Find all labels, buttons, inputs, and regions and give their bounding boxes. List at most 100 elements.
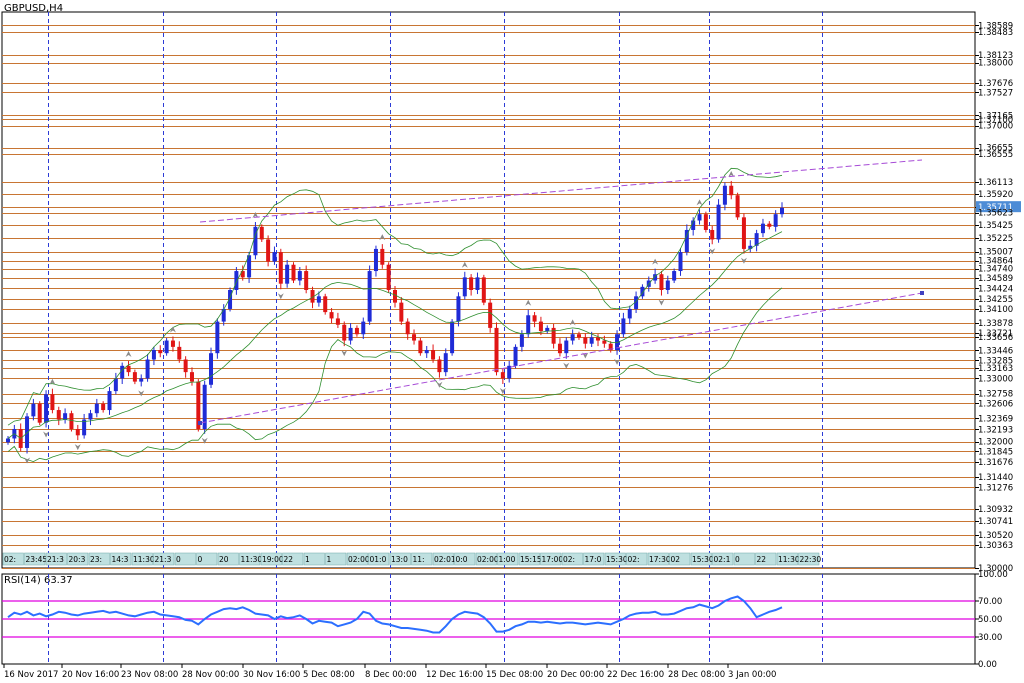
session-box [88, 552, 110, 566]
bear-candle [354, 327, 359, 335]
bear-candle [596, 337, 601, 341]
session-box [217, 552, 239, 566]
session-box [260, 552, 282, 566]
time-label: 3 Jan 00:00 [728, 670, 776, 680]
bull-candle [25, 416, 30, 448]
fractal-down-marker [138, 390, 145, 397]
bull-candle [570, 334, 575, 341]
session-label: 0 [198, 555, 203, 564]
price-label: 1.34255 [978, 295, 1013, 305]
session-box [755, 552, 777, 566]
session-label: 15:15 [520, 555, 542, 564]
fractal-down-marker [436, 381, 443, 388]
time-label: 23 Nov 08:00 [121, 670, 178, 680]
trend-channel [198, 159, 924, 425]
session-box [583, 552, 605, 566]
fractal-down-marker [740, 257, 747, 264]
bull-candle [475, 277, 480, 290]
bear-candle [405, 321, 410, 335]
session-label: 22 [284, 555, 294, 564]
session-box [669, 552, 691, 566]
session-box [647, 552, 669, 566]
bull-candle [272, 252, 277, 262]
price-label: 1.31276 [978, 483, 1013, 493]
bear-candle [56, 410, 61, 420]
bear-candle [393, 290, 397, 303]
session-box [454, 552, 476, 566]
bull-candle [456, 296, 461, 322]
bear-candle [532, 315, 537, 322]
price-label: 1.34100 [978, 305, 1013, 315]
bear-candle [50, 394, 55, 411]
bull-candle [627, 308, 632, 319]
session-label: 22:30 [800, 555, 822, 564]
session-label: 22 [757, 555, 767, 564]
price-label: 1.31676 [978, 458, 1013, 468]
session-box [690, 552, 712, 566]
fractal-down-marker [277, 293, 284, 300]
trend-line-upper [199, 159, 923, 223]
period-separators [48, 12, 823, 664]
bull-candle [94, 403, 99, 414]
price-label: 1.33721 [978, 329, 1013, 339]
session-box [540, 552, 562, 566]
bull-candle [215, 321, 220, 354]
fractal-up-marker [125, 351, 132, 358]
session-box [282, 552, 304, 566]
session-label: 02:01 [434, 555, 456, 564]
bear-candle [342, 324, 347, 341]
bear-candle [399, 302, 404, 322]
session-label: 19:00 [262, 555, 284, 564]
fractals [24, 170, 747, 464]
bear-candle [431, 350, 436, 360]
bull-candle [6, 438, 10, 443]
bull-candle [684, 229, 689, 253]
fractal-up-marker [379, 234, 386, 241]
bear-candle [158, 350, 163, 354]
rsi-axis-label: 70.00 [978, 597, 1002, 607]
bull-candle [253, 226, 258, 256]
session-label: 11:30 [241, 555, 263, 564]
rsi-axis-label: 0.00 [978, 660, 997, 670]
fractal-down-marker [614, 358, 621, 365]
rsi-line [7, 595, 783, 634]
fractal-down-marker [43, 431, 50, 438]
bull-candle [513, 346, 518, 366]
bear-candle [576, 334, 581, 338]
session-label: 11: [413, 555, 425, 564]
bull-candle [462, 277, 467, 297]
bull-candle [754, 233, 759, 246]
bear-candle [278, 252, 283, 284]
bull-candle [164, 340, 169, 354]
session-box [518, 552, 540, 566]
bull-candle [424, 350, 429, 354]
price-label: 1.36655 [978, 144, 1013, 154]
fractal-down-marker [201, 437, 208, 444]
bull-candle [526, 315, 531, 335]
bull-candle [589, 337, 594, 344]
bollinger-bands [7, 167, 783, 463]
rsi-axis-label: 50.00 [978, 615, 1002, 625]
session-label: 11:30 [133, 555, 155, 564]
bear-candle [329, 312, 334, 319]
price-label: 1.38000 [978, 59, 1013, 69]
bull-candle [247, 255, 252, 278]
session-box [712, 552, 734, 566]
chart-title: GBPUSD,H4 [4, 3, 64, 14]
bear-candle [37, 403, 42, 423]
session-label: 02: [4, 555, 16, 564]
session-box [24, 552, 46, 566]
time-label: 5 Dec 08:00 [303, 670, 355, 680]
bear-candle [659, 274, 664, 290]
bear-candle [494, 327, 499, 373]
session-box [131, 552, 153, 566]
bear-candle [767, 223, 772, 227]
session-label: 02:00 [477, 555, 499, 564]
price-label: 1.32369 [978, 414, 1013, 424]
bull-candle [615, 334, 620, 351]
session-box [303, 552, 325, 566]
price-label: 1.31845 [978, 447, 1013, 457]
